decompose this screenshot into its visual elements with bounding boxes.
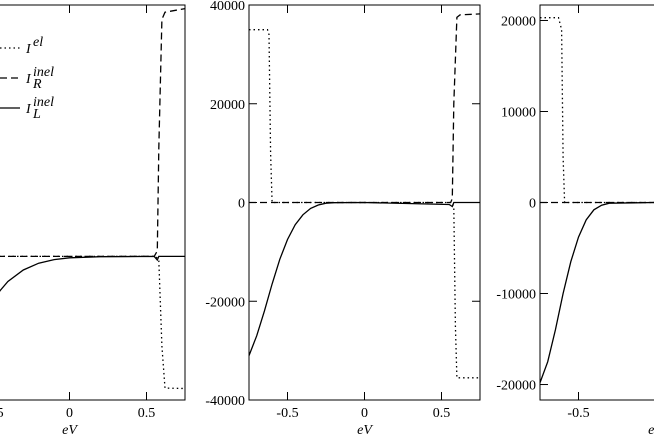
y-tick-label: 0 [238,197,245,212]
series-line [248,201,480,356]
x-tick-label: 0 [66,406,73,421]
x-tick-label: 0 [361,406,368,421]
x-tick-label: 0.5 [138,406,156,421]
y-tick-label: 10000 [501,105,536,120]
x-tick-label: -0.5 [276,406,298,421]
x-tick-label: -0.5 [0,406,4,421]
plot-frame [0,4,186,401]
y-tick-label: -40000 [205,394,245,409]
legend-label: I [25,102,32,117]
series-line [249,29,480,379]
y-tick-label: 0 [529,197,536,212]
series-line [539,201,654,383]
series-line [0,255,185,292]
y-tick-label: 40000 [210,0,245,14]
series-line [249,13,481,204]
y-tick-label: -20000 [205,295,245,310]
x-tick-label: 0.5 [433,406,451,421]
x-tick-label: -0.5 [567,406,589,421]
legend-label-sup: inel [33,65,54,80]
series-line [540,17,654,204]
legend-label: I [25,72,32,87]
y-tick-label: 20000 [501,14,536,29]
legend-label-sup: inel [33,95,54,110]
y-tick-label: -20000 [496,379,536,394]
legend-label-sub: R [32,77,42,92]
x-axis-label: eV [357,423,373,438]
series-line [0,255,186,390]
legend-label: I [25,42,32,57]
legend-label-sub: L [32,107,41,122]
y-tick-label: -10000 [496,288,536,303]
x-axis-label: eV [648,423,654,438]
x-axis-label: eV [62,423,78,438]
legend-label-sup: el [33,35,43,50]
y-tick-label: 20000 [210,98,245,113]
